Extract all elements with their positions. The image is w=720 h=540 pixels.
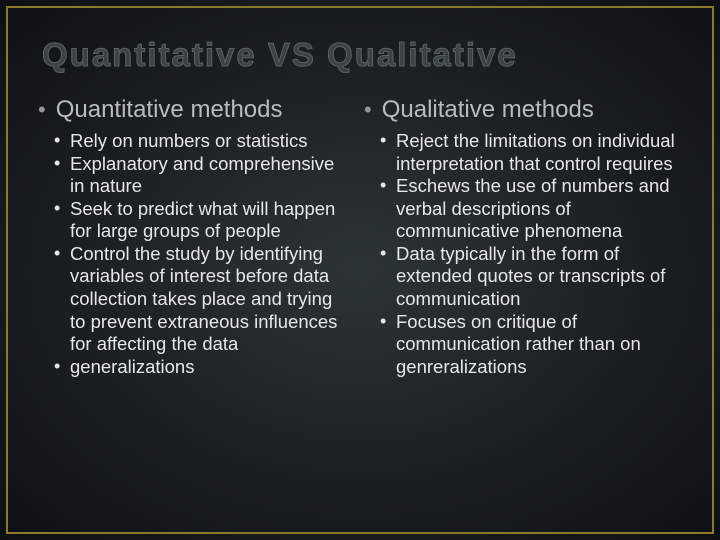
column-header: • Qualitative methods [368, 96, 678, 124]
list-item: Rely on numbers or statistics [68, 130, 352, 153]
column-header: • Quantitative methods [42, 96, 352, 124]
list-item: Control the study by identifying variabl… [68, 243, 352, 356]
list-item: generalizations [68, 356, 352, 379]
columns-container: • Quantitative methods Rely on numbers o… [42, 96, 678, 378]
column-quantitative: • Quantitative methods Rely on numbers o… [42, 96, 352, 378]
slide-frame: Quantitative VS Qualitative • Quantitati… [6, 6, 714, 534]
column-qualitative: • Qualitative methods Reject the limitat… [368, 96, 678, 378]
list-item: Data typically in the form of extended q… [394, 243, 678, 311]
bullet-icon: • [364, 99, 372, 121]
list-item: Seek to predict what will happen for lar… [68, 198, 352, 243]
list-item: Reject the limitations on individual int… [394, 130, 678, 175]
column-header-text: Quantitative methods [56, 96, 283, 124]
slide-title: Quantitative VS Qualitative [42, 36, 678, 74]
list-item: Focuses on critique of communication rat… [394, 311, 678, 379]
item-list: Rely on numbers or statistics Explanator… [42, 130, 352, 378]
list-item: Explanatory and comprehensive in nature [68, 153, 352, 198]
column-header-text: Qualitative methods [382, 96, 594, 124]
bullet-icon: • [38, 99, 46, 121]
item-list: Reject the limitations on individual int… [368, 130, 678, 378]
list-item: Eschews the use of numbers and verbal de… [394, 175, 678, 243]
